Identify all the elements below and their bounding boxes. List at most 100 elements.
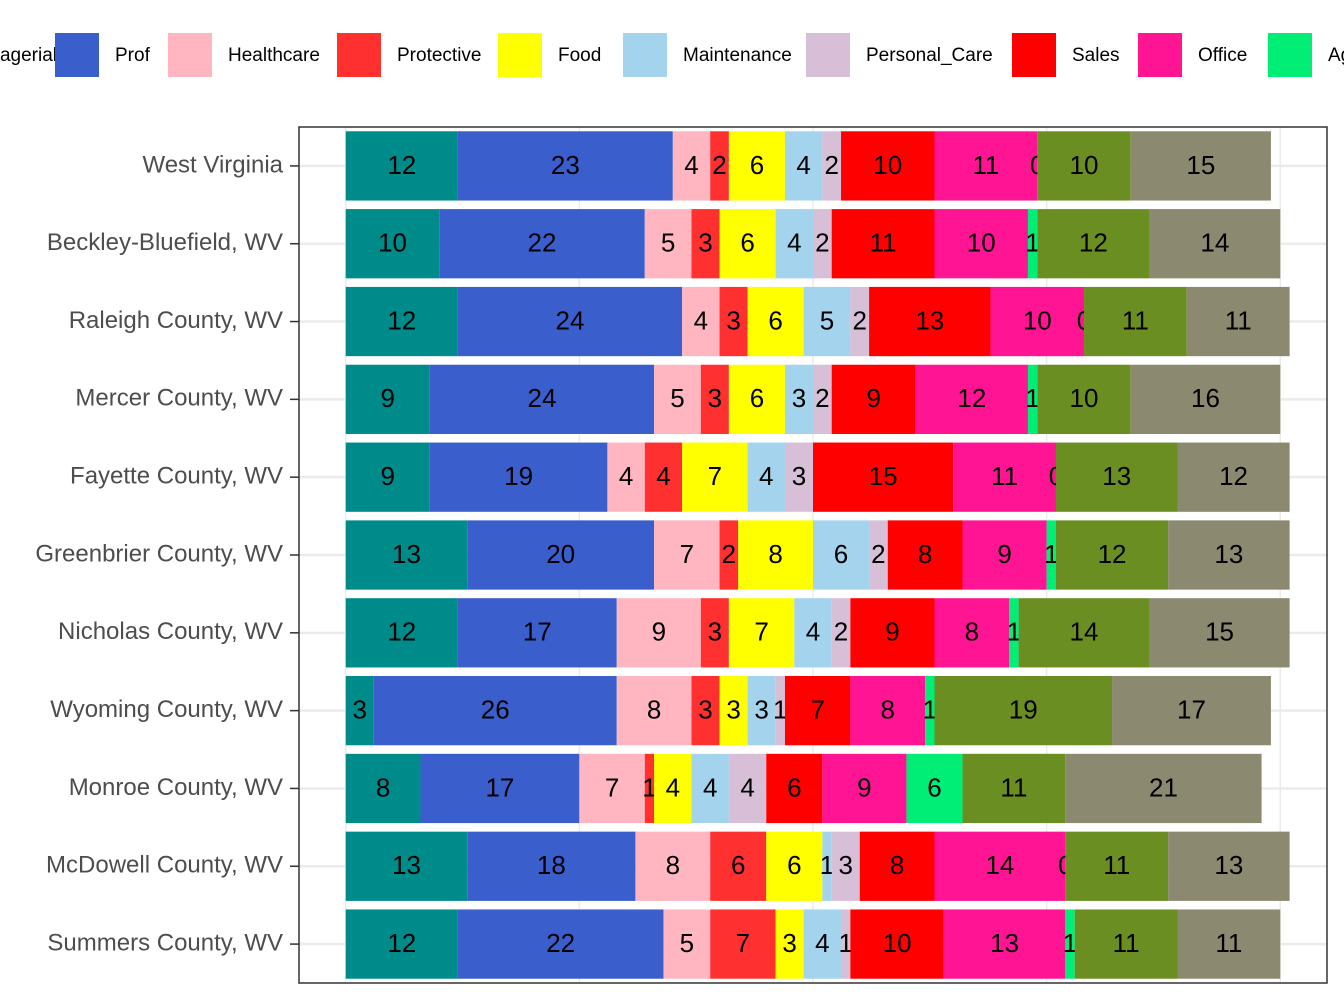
bar-segment — [1168, 520, 1290, 590]
data-label: 11 — [870, 228, 897, 258]
bar-segment — [822, 131, 842, 201]
data-label: 22 — [546, 928, 575, 958]
bar-segment — [784, 676, 851, 746]
bar-segment — [850, 286, 870, 357]
bar-segment — [850, 909, 944, 979]
legend-label: Protective — [397, 45, 481, 66]
bar-segment — [1168, 831, 1290, 901]
bar-segment — [439, 209, 645, 279]
bar-segment — [962, 520, 1047, 590]
legend-label: Sales — [1072, 45, 1120, 66]
bar-segment — [429, 442, 608, 512]
legend-key — [1268, 33, 1312, 77]
bar-segment — [766, 753, 823, 824]
data-label: 11 — [1122, 305, 1149, 335]
data-label: 3 — [708, 617, 722, 647]
data-label: 8 — [890, 850, 904, 880]
data-label: 4 — [703, 772, 717, 802]
data-label: 5 — [820, 305, 834, 335]
data-label: 3 — [754, 695, 768, 725]
data-label: 9 — [381, 461, 395, 491]
legend-key — [498, 33, 542, 77]
bar-segment — [850, 676, 926, 746]
data-label: 14 — [1070, 617, 1099, 647]
bar-segment — [719, 676, 748, 746]
bar-segment — [813, 209, 832, 279]
bar-segment — [794, 598, 832, 668]
data-label: 6 — [740, 228, 754, 258]
data-label: 6 — [768, 305, 782, 335]
y-tick-label: Nicholas County, WV — [58, 618, 283, 645]
legend-label: Managerial — [0, 45, 57, 66]
y-tick-label: Mercer County, WV — [75, 385, 283, 412]
data-label: 6 — [750, 383, 764, 413]
data-label: 2 — [834, 617, 848, 647]
data-label: 1 — [642, 772, 656, 802]
data-label: 23 — [551, 150, 580, 180]
bar-segment — [1027, 209, 1038, 279]
bar-segment — [747, 676, 776, 746]
data-label: 4 — [740, 772, 754, 802]
data-label: 13 — [1214, 850, 1243, 880]
bar-segment — [654, 520, 720, 590]
data-label: 12 — [957, 383, 986, 413]
data-label: 11 — [972, 150, 999, 180]
data-label: 13 — [392, 539, 421, 569]
bar-segment — [1065, 909, 1075, 979]
bar-segment — [1065, 753, 1262, 824]
data-label: 8 — [881, 695, 895, 725]
data-label: 13 — [1214, 539, 1243, 569]
bar-segment — [1177, 909, 1281, 979]
bar-segment — [850, 598, 935, 668]
data-label: 7 — [754, 617, 768, 647]
y-tick-label: West Virginia — [142, 151, 283, 178]
bar-segment — [934, 676, 1113, 746]
legend-label: Office — [1198, 45, 1247, 66]
bar-segment — [1037, 209, 1150, 279]
bar-segment — [869, 520, 888, 590]
data-label: 9 — [997, 539, 1011, 569]
data-label: 4 — [759, 461, 773, 491]
data-label: 11 — [1113, 928, 1140, 958]
bar-segment — [672, 131, 711, 201]
bar-segment — [1037, 364, 1131, 434]
data-label: 2 — [815, 383, 829, 413]
bar-segment — [654, 364, 701, 434]
data-label: 15 — [869, 461, 898, 491]
bar-segment — [579, 753, 645, 824]
data-label: 3 — [698, 695, 712, 725]
data-label: 10 — [883, 928, 912, 958]
data-label: 10 — [873, 150, 902, 180]
bar-segment — [457, 598, 617, 668]
legend-key — [168, 33, 212, 77]
data-label: 2 — [712, 150, 726, 180]
bar-segment — [728, 364, 785, 434]
bar-segment — [831, 364, 916, 434]
data-label: 4 — [787, 228, 801, 258]
legend-label: Maintenance — [683, 45, 792, 66]
data-label: 5 — [661, 228, 675, 258]
bar-segment — [813, 520, 870, 590]
bar-segment — [644, 753, 655, 824]
bar-segment — [1186, 286, 1290, 357]
data-label: 1 — [1063, 928, 1077, 958]
bar-segment — [822, 753, 907, 824]
data-label: 12 — [1098, 539, 1127, 569]
data-label: 12 — [1219, 461, 1248, 491]
bar-segment — [728, 753, 767, 824]
data-label: 11 — [1215, 928, 1242, 958]
data-label: 2 — [852, 305, 866, 335]
bar-segment — [925, 676, 935, 746]
data-label: 12 — [387, 928, 416, 958]
data-label: 14 — [985, 850, 1014, 880]
data-label: 21 — [1149, 772, 1178, 802]
data-label: 9 — [857, 772, 871, 802]
bar-segment — [943, 909, 1066, 979]
bar-segment — [934, 598, 1010, 668]
data-label: 18 — [537, 850, 566, 880]
bar-segment — [934, 131, 1038, 201]
data-label: 2 — [815, 228, 829, 258]
bar-segment — [1009, 598, 1019, 668]
bar-segment — [345, 676, 374, 746]
